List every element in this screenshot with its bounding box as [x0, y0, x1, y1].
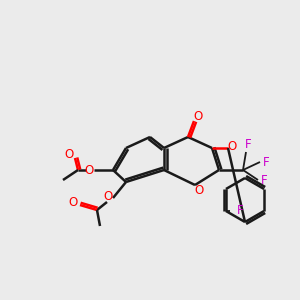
Text: O: O: [194, 184, 204, 196]
Text: O: O: [194, 110, 202, 122]
Text: F: F: [263, 155, 269, 169]
Text: O: O: [103, 190, 112, 202]
Text: O: O: [68, 196, 78, 209]
Text: O: O: [84, 164, 94, 176]
Text: O: O: [227, 140, 237, 152]
Text: O: O: [64, 148, 74, 160]
Text: F: F: [245, 137, 251, 151]
Text: F: F: [261, 173, 267, 187]
Text: F: F: [237, 205, 243, 218]
